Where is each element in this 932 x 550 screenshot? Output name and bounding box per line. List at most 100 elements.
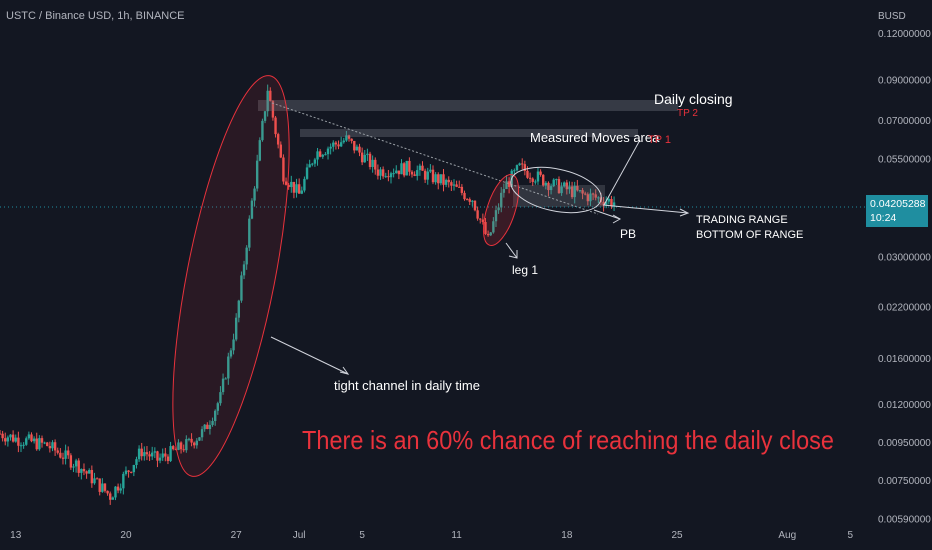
annotation-text: Daily closing TP 2 Measured Moves area T… (302, 91, 834, 455)
trading-range-arrow (602, 204, 689, 214)
candle-body (229, 350, 233, 357)
pb-arrowhead (612, 214, 622, 224)
measured-moves-label: Measured Moves area (530, 130, 660, 145)
candle-body (463, 192, 466, 200)
candle-body (476, 210, 479, 219)
candle-body (182, 449, 185, 451)
candle-body (542, 174, 545, 186)
candle-body (381, 169, 385, 177)
candle-body (59, 452, 62, 458)
candle-body (573, 185, 576, 198)
candle-body (263, 111, 267, 121)
candle-body (51, 442, 54, 449)
candle-body (106, 490, 109, 494)
candle-body (447, 179, 450, 183)
candle-body (371, 159, 374, 167)
candle-body (82, 468, 86, 472)
candle-body (297, 184, 301, 194)
candle-body (242, 264, 246, 276)
candle-body (308, 164, 311, 168)
candle-body (539, 171, 542, 175)
candle-body (258, 140, 261, 161)
pb-label: PB (620, 227, 636, 241)
x-tick-label: 11 (451, 530, 462, 541)
candle-body (515, 165, 519, 171)
candle-body (111, 497, 115, 500)
candle-body (203, 424, 206, 430)
candle-body (216, 403, 220, 411)
candle-body (402, 163, 406, 176)
daily-closing-label: Daily closing (654, 91, 733, 107)
candle-body (311, 163, 314, 165)
candle-body (295, 184, 298, 193)
candle-body (269, 90, 272, 102)
range-ellipse (510, 166, 602, 214)
candle-body (326, 148, 330, 155)
candle-body (384, 176, 387, 178)
candle-body (145, 452, 149, 455)
candle-body (565, 182, 569, 190)
candle-body (164, 453, 167, 457)
candle-body (358, 146, 361, 153)
candle-body (114, 486, 117, 498)
candle-body (177, 442, 180, 450)
candle-body (11, 434, 15, 442)
measured-moves-zone (300, 129, 638, 137)
candle-body (35, 438, 38, 450)
candle-body (240, 275, 243, 301)
candle-body (339, 142, 343, 147)
candle-body (610, 199, 613, 207)
candle-body (261, 120, 264, 141)
candle-body (410, 171, 414, 175)
candle-body (576, 185, 579, 191)
candle-body (192, 442, 196, 446)
y-tick-label: 0.00950000 (878, 438, 931, 449)
tight-channel-arrow (270, 336, 349, 375)
candle-body (61, 457, 65, 459)
candle-body (486, 233, 490, 236)
candle-body (109, 493, 112, 500)
candle-body (523, 164, 527, 171)
candle-body (174, 449, 178, 451)
candle-body (334, 142, 338, 145)
leg1-arrow (505, 242, 518, 259)
candle-body (360, 152, 364, 163)
y-tick-label: 0.03000000 (878, 252, 931, 263)
candle-body (589, 193, 592, 202)
currency-label: BUSD (878, 11, 906, 22)
price-axis: BUSD 0.12000000 0.09000000 0.07000000 0.055… (878, 11, 931, 526)
candle-body (6, 437, 10, 442)
candle-body (27, 434, 31, 439)
candle-body (389, 173, 393, 178)
x-tick-label: Aug (778, 530, 796, 541)
candle-body (161, 453, 164, 458)
candle-body (132, 464, 136, 473)
candle-body (46, 442, 49, 447)
measured-moves-arrow (603, 139, 641, 206)
candle-body (531, 178, 534, 182)
candle-body (0, 433, 2, 435)
candle-body (557, 179, 561, 194)
candle-body (38, 438, 41, 450)
candle-body (143, 452, 146, 457)
candle-body (431, 169, 435, 183)
candle-body (88, 470, 91, 474)
candle-body (179, 442, 183, 450)
candle-body (484, 221, 487, 234)
candle-body (521, 163, 524, 165)
candle-body (156, 451, 159, 461)
candle-body (605, 201, 608, 206)
candle-body (85, 471, 88, 474)
y-tick-label: 0.00750000 (878, 476, 931, 487)
candle-body (300, 190, 303, 194)
candle-body (185, 439, 188, 451)
candle-body (127, 470, 130, 472)
candle-body (135, 459, 138, 465)
y-tick-label: 0.01200000 (878, 400, 931, 411)
candle-body (206, 424, 209, 430)
candle-body (266, 90, 269, 112)
candle-body (48, 446, 52, 449)
candle-body (248, 218, 251, 248)
candle-body (555, 179, 558, 181)
